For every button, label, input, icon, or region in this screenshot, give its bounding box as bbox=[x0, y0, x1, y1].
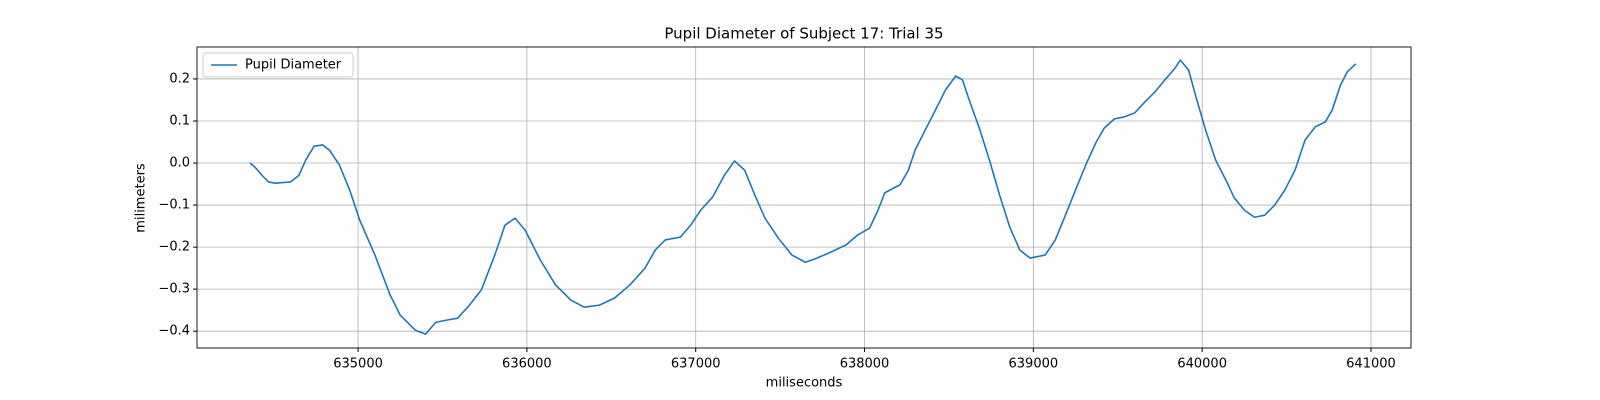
x-tick-label: 640000 bbox=[1177, 357, 1227, 372]
legend-label: Pupil Diameter bbox=[245, 58, 342, 73]
y-tick-label: −0.3 bbox=[158, 282, 190, 297]
chart-title: Pupil Diameter of Subject 17: Trial 35 bbox=[664, 25, 943, 43]
x-tick-label: 636000 bbox=[502, 357, 552, 372]
legend-box bbox=[202, 52, 354, 78]
x-tick-label: 637000 bbox=[671, 357, 721, 372]
x-tick-label: 639000 bbox=[1009, 357, 1059, 372]
y-tick-label: −0.4 bbox=[158, 324, 190, 339]
data-line bbox=[249, 59, 1357, 335]
y-tick-label: 0.0 bbox=[169, 156, 190, 171]
x-tick-label: 638000 bbox=[840, 357, 890, 372]
plot-frame bbox=[196, 46, 1412, 349]
x-tick-label: 641000 bbox=[1346, 357, 1396, 372]
y-tick-label: 0.2 bbox=[169, 71, 190, 86]
y-tick-label: −0.1 bbox=[158, 198, 190, 213]
x-axis-label: miliseconds bbox=[766, 376, 843, 391]
y-tick-label: −0.2 bbox=[158, 240, 190, 255]
y-tick-label: 0.1 bbox=[169, 113, 190, 128]
x-tick-label: 635000 bbox=[333, 357, 383, 372]
y-axis-label: milimeters bbox=[134, 163, 149, 233]
legend: Pupil Diameter bbox=[202, 52, 354, 78]
